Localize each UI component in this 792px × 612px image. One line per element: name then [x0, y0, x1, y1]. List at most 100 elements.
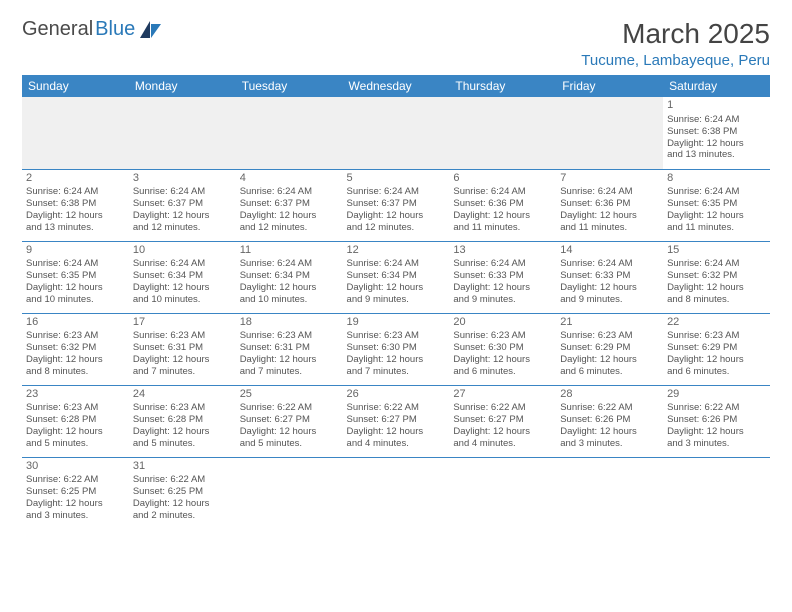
daylight-text: Daylight: 12 hours [240, 210, 339, 222]
daylight-text: Daylight: 12 hours [133, 210, 232, 222]
calendar-cell-empty [449, 97, 556, 169]
day-number: 30 [26, 460, 125, 474]
daylight-text: and 13 minutes. [26, 222, 125, 234]
calendar-week: 1Sunrise: 6:24 AMSunset: 6:38 PMDaylight… [22, 97, 770, 169]
daylight-text: and 13 minutes. [667, 149, 766, 161]
brand-name-2: Blue [95, 18, 135, 41]
daylight-text: Daylight: 12 hours [453, 210, 552, 222]
daylight-text: and 11 minutes. [667, 222, 766, 234]
calendar-cell: 4Sunrise: 6:24 AMSunset: 6:37 PMDaylight… [236, 169, 343, 241]
sunrise-text: Sunrise: 6:24 AM [133, 258, 232, 270]
day-number: 4 [240, 172, 339, 186]
day-number: 24 [133, 388, 232, 402]
sunset-text: Sunset: 6:31 PM [133, 342, 232, 354]
calendar-cell: 2Sunrise: 6:24 AMSunset: 6:38 PMDaylight… [22, 169, 129, 241]
weekday-header: Friday [556, 75, 663, 97]
daylight-text: and 3 minutes. [26, 510, 125, 522]
sunrise-text: Sunrise: 6:23 AM [133, 402, 232, 414]
sunrise-text: Sunrise: 6:23 AM [453, 330, 552, 342]
sunset-text: Sunset: 6:35 PM [26, 270, 125, 282]
sunrise-text: Sunrise: 6:24 AM [240, 186, 339, 198]
sunset-text: Sunset: 6:29 PM [667, 342, 766, 354]
daylight-text: and 6 minutes. [453, 366, 552, 378]
daylight-text: and 8 minutes. [26, 366, 125, 378]
calendar-cell-empty [236, 97, 343, 169]
sunrise-text: Sunrise: 6:24 AM [133, 186, 232, 198]
calendar-cell: 7Sunrise: 6:24 AMSunset: 6:36 PMDaylight… [556, 169, 663, 241]
sunset-text: Sunset: 6:36 PM [560, 198, 659, 210]
sunset-text: Sunset: 6:33 PM [560, 270, 659, 282]
daylight-text: Daylight: 12 hours [240, 282, 339, 294]
daylight-text: and 3 minutes. [667, 438, 766, 450]
daylight-text: Daylight: 12 hours [667, 426, 766, 438]
brand-logo: GeneralBlue [22, 18, 162, 41]
sunset-text: Sunset: 6:25 PM [133, 486, 232, 498]
day-number: 10 [133, 244, 232, 258]
day-number: 21 [560, 316, 659, 330]
calendar-cell: 19Sunrise: 6:23 AMSunset: 6:30 PMDayligh… [343, 313, 450, 385]
daylight-text: Daylight: 12 hours [560, 210, 659, 222]
daylight-text: Daylight: 12 hours [560, 426, 659, 438]
sunrise-text: Sunrise: 6:23 AM [133, 330, 232, 342]
sunset-text: Sunset: 6:32 PM [667, 270, 766, 282]
calendar-week: 30Sunrise: 6:22 AMSunset: 6:25 PMDayligh… [22, 457, 770, 529]
sunrise-text: Sunrise: 6:22 AM [347, 402, 446, 414]
day-number: 8 [667, 172, 766, 186]
sunset-text: Sunset: 6:30 PM [347, 342, 446, 354]
daylight-text: and 10 minutes. [133, 294, 232, 306]
month-title: March 2025 [581, 18, 770, 50]
daylight-text: and 5 minutes. [133, 438, 232, 450]
calendar-cell-empty [129, 97, 236, 169]
calendar-cell-empty [343, 97, 450, 169]
daylight-text: and 9 minutes. [347, 294, 446, 306]
calendar-week: 23Sunrise: 6:23 AMSunset: 6:28 PMDayligh… [22, 385, 770, 457]
daylight-text: and 2 minutes. [133, 510, 232, 522]
sunset-text: Sunset: 6:38 PM [667, 126, 766, 138]
calendar-cell: 26Sunrise: 6:22 AMSunset: 6:27 PMDayligh… [343, 385, 450, 457]
daylight-text: Daylight: 12 hours [453, 354, 552, 366]
daylight-text: and 9 minutes. [453, 294, 552, 306]
daylight-text: Daylight: 12 hours [453, 282, 552, 294]
calendar-cell: 3Sunrise: 6:24 AMSunset: 6:37 PMDaylight… [129, 169, 236, 241]
sunrise-text: Sunrise: 6:22 AM [667, 402, 766, 414]
sunrise-text: Sunrise: 6:22 AM [453, 402, 552, 414]
daylight-text: and 10 minutes. [240, 294, 339, 306]
sunset-text: Sunset: 6:29 PM [560, 342, 659, 354]
sunrise-text: Sunrise: 6:24 AM [667, 114, 766, 126]
sunrise-text: Sunrise: 6:23 AM [240, 330, 339, 342]
daylight-text: Daylight: 12 hours [560, 354, 659, 366]
daylight-text: and 7 minutes. [240, 366, 339, 378]
sunset-text: Sunset: 6:37 PM [240, 198, 339, 210]
daylight-text: and 8 minutes. [667, 294, 766, 306]
sunset-text: Sunset: 6:38 PM [26, 198, 125, 210]
weekday-header: Sunday [22, 75, 129, 97]
daylight-text: and 12 minutes. [133, 222, 232, 234]
sail-icon [140, 21, 162, 39]
weekday-header: Thursday [449, 75, 556, 97]
day-number: 22 [667, 316, 766, 330]
sunrise-text: Sunrise: 6:22 AM [133, 474, 232, 486]
sunset-text: Sunset: 6:27 PM [347, 414, 446, 426]
calendar-cell: 31Sunrise: 6:22 AMSunset: 6:25 PMDayligh… [129, 457, 236, 529]
daylight-text: Daylight: 12 hours [560, 282, 659, 294]
sunrise-text: Sunrise: 6:23 AM [560, 330, 659, 342]
sunrise-text: Sunrise: 6:24 AM [26, 258, 125, 270]
sunset-text: Sunset: 6:27 PM [240, 414, 339, 426]
day-number: 31 [133, 460, 232, 474]
calendar-cell: 28Sunrise: 6:22 AMSunset: 6:26 PMDayligh… [556, 385, 663, 457]
sunrise-text: Sunrise: 6:24 AM [667, 258, 766, 270]
sunrise-text: Sunrise: 6:24 AM [240, 258, 339, 270]
sunrise-text: Sunrise: 6:22 AM [240, 402, 339, 414]
daylight-text: and 9 minutes. [560, 294, 659, 306]
sunset-text: Sunset: 6:34 PM [133, 270, 232, 282]
calendar-cell: 9Sunrise: 6:24 AMSunset: 6:35 PMDaylight… [22, 241, 129, 313]
weekday-header: Tuesday [236, 75, 343, 97]
calendar-cell: 29Sunrise: 6:22 AMSunset: 6:26 PMDayligh… [663, 385, 770, 457]
sunrise-text: Sunrise: 6:23 AM [26, 330, 125, 342]
daylight-text: Daylight: 12 hours [347, 354, 446, 366]
sunset-text: Sunset: 6:30 PM [453, 342, 552, 354]
brand-name-1: General [22, 18, 93, 41]
sunset-text: Sunset: 6:31 PM [240, 342, 339, 354]
calendar-cell-empty [343, 457, 450, 529]
sunset-text: Sunset: 6:26 PM [560, 414, 659, 426]
